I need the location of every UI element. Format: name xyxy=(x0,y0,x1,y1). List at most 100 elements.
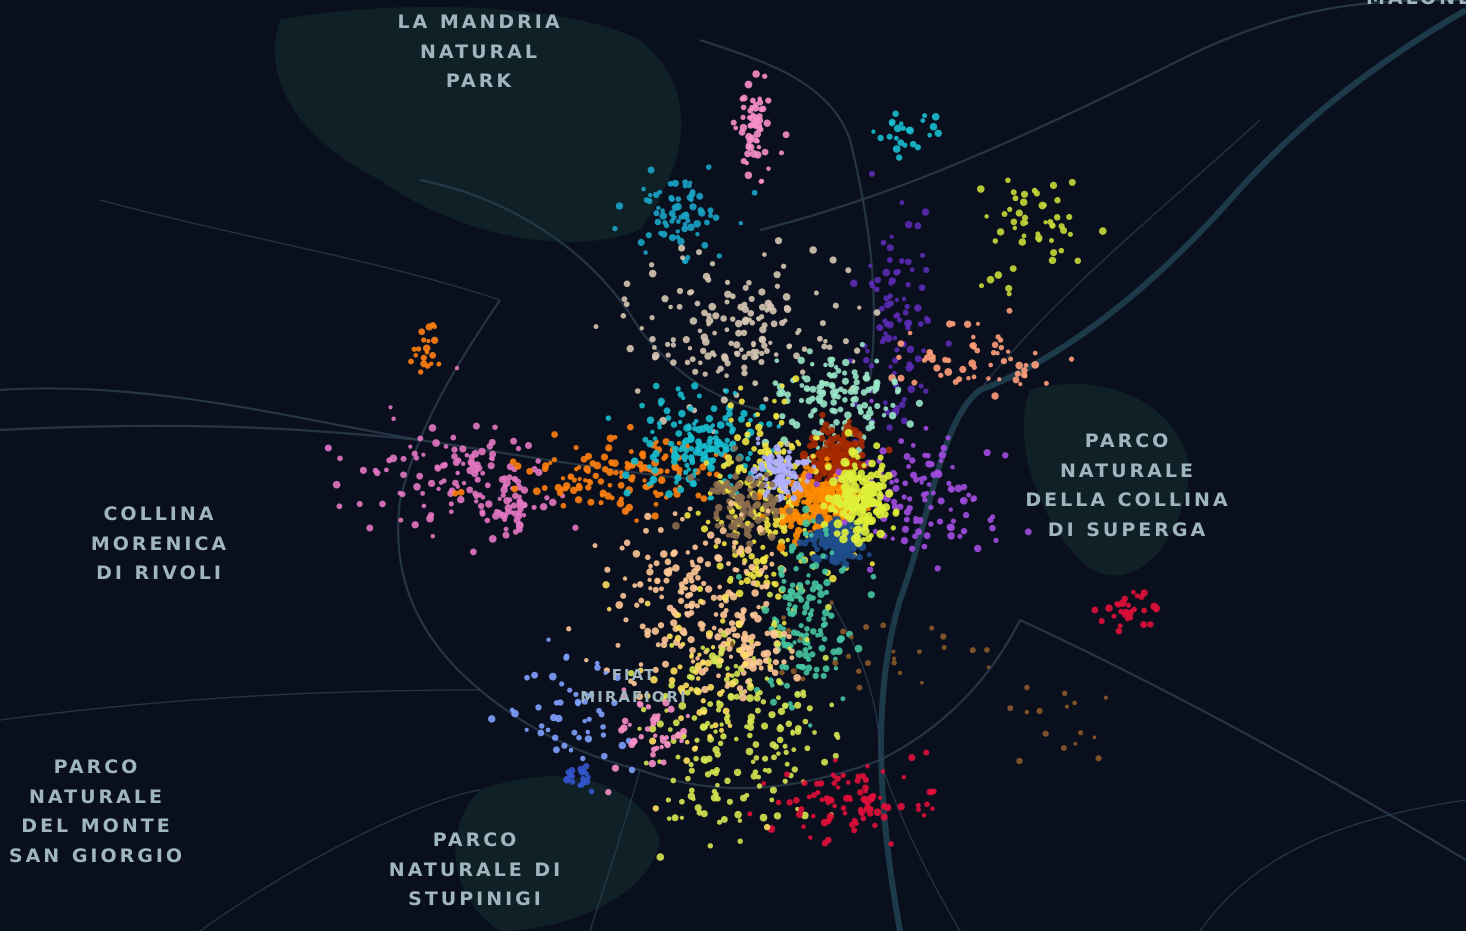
cluster-point xyxy=(684,739,690,745)
cluster-point xyxy=(946,523,954,531)
cluster-point xyxy=(699,463,707,471)
cluster-point xyxy=(805,664,813,672)
cluster-point xyxy=(648,193,653,198)
cluster-point xyxy=(919,252,926,258)
cluster-point xyxy=(921,357,927,363)
cluster-point xyxy=(694,688,702,696)
cluster-point xyxy=(1043,220,1048,225)
cluster-point xyxy=(710,645,716,650)
cluster-point xyxy=(687,474,695,482)
cluster-point xyxy=(498,475,506,484)
cluster-point xyxy=(917,649,922,655)
cluster-point xyxy=(906,420,914,428)
road xyxy=(99,199,501,301)
cluster-point xyxy=(623,617,629,623)
cluster-point xyxy=(753,353,759,360)
cluster-point xyxy=(1072,700,1077,706)
cluster-point xyxy=(963,320,972,328)
cluster-point xyxy=(712,330,717,336)
cluster-point xyxy=(702,272,711,281)
cluster-point xyxy=(857,518,863,524)
cluster-point xyxy=(740,409,748,418)
cluster-point xyxy=(907,496,913,502)
cluster-point xyxy=(779,383,785,389)
cluster-point xyxy=(652,345,657,350)
cluster-point xyxy=(744,150,752,158)
cluster-point xyxy=(687,405,694,412)
cluster-point xyxy=(524,674,530,681)
cluster-point xyxy=(747,487,753,493)
cluster-point xyxy=(880,804,887,810)
cluster-point xyxy=(728,575,734,581)
cluster-point xyxy=(782,293,791,301)
cluster-point xyxy=(1007,705,1014,712)
cluster-point xyxy=(813,290,819,296)
cluster-point xyxy=(625,503,634,512)
cluster-point xyxy=(849,634,854,640)
cluster-point xyxy=(897,503,904,510)
label-parco-superga: PARCO NATURALE DELLA COLLINA DI SUPERGA xyxy=(1025,430,1231,541)
cluster-point xyxy=(756,783,763,789)
cluster-point xyxy=(639,402,645,409)
cluster-point xyxy=(503,526,509,532)
cluster-point xyxy=(909,457,916,464)
cluster-point xyxy=(802,647,809,653)
cluster-point xyxy=(989,524,996,532)
cluster-point xyxy=(785,468,791,474)
cluster-point xyxy=(663,568,672,576)
cluster-point xyxy=(649,737,657,745)
cluster-point xyxy=(890,498,898,506)
cluster-point xyxy=(740,607,747,614)
cluster-point xyxy=(695,676,701,681)
cluster-point xyxy=(886,424,893,431)
cluster-point xyxy=(685,713,691,719)
cluster-point xyxy=(721,541,727,547)
cluster-point xyxy=(430,533,436,539)
cluster-point xyxy=(665,352,671,358)
cluster-point xyxy=(659,586,664,592)
cluster-point xyxy=(750,348,757,355)
cluster-point xyxy=(839,534,848,544)
cluster-point xyxy=(934,470,943,479)
cluster-point xyxy=(861,508,867,514)
cluster-point xyxy=(710,405,718,412)
cluster-point xyxy=(820,389,826,396)
cluster-point xyxy=(706,531,715,539)
cluster-point xyxy=(512,529,519,535)
cluster-point xyxy=(502,483,508,490)
road xyxy=(1199,799,1466,931)
cluster-point xyxy=(703,219,710,226)
cluster-point xyxy=(1012,195,1019,202)
cluster-point xyxy=(733,125,739,131)
cluster-point xyxy=(472,490,479,497)
cluster-point xyxy=(484,482,491,489)
cluster-point xyxy=(898,401,906,409)
cluster-point xyxy=(727,473,733,480)
cluster-point xyxy=(683,682,690,689)
cluster-point xyxy=(747,719,753,725)
cluster-point xyxy=(733,341,741,349)
cluster-point xyxy=(721,593,729,601)
cluster-point xyxy=(697,652,702,657)
cluster-point xyxy=(835,468,843,476)
cluster-point xyxy=(704,659,712,667)
cluster-point xyxy=(643,760,649,766)
cluster-point xyxy=(662,438,670,446)
cluster-point xyxy=(1048,256,1057,265)
cluster-point xyxy=(781,620,787,626)
cluster-point xyxy=(774,358,780,364)
cluster-point xyxy=(643,250,648,255)
cluster-point xyxy=(592,543,598,549)
cluster-point xyxy=(810,553,819,562)
cluster-point xyxy=(622,471,630,480)
cluster-point xyxy=(575,484,583,492)
cluster-point xyxy=(984,214,989,219)
cluster-point xyxy=(1024,684,1030,691)
cluster-point xyxy=(689,203,697,211)
cluster-point xyxy=(724,437,730,444)
cluster-point xyxy=(746,494,752,499)
cluster-point xyxy=(685,775,691,782)
cluster-point xyxy=(526,467,534,475)
